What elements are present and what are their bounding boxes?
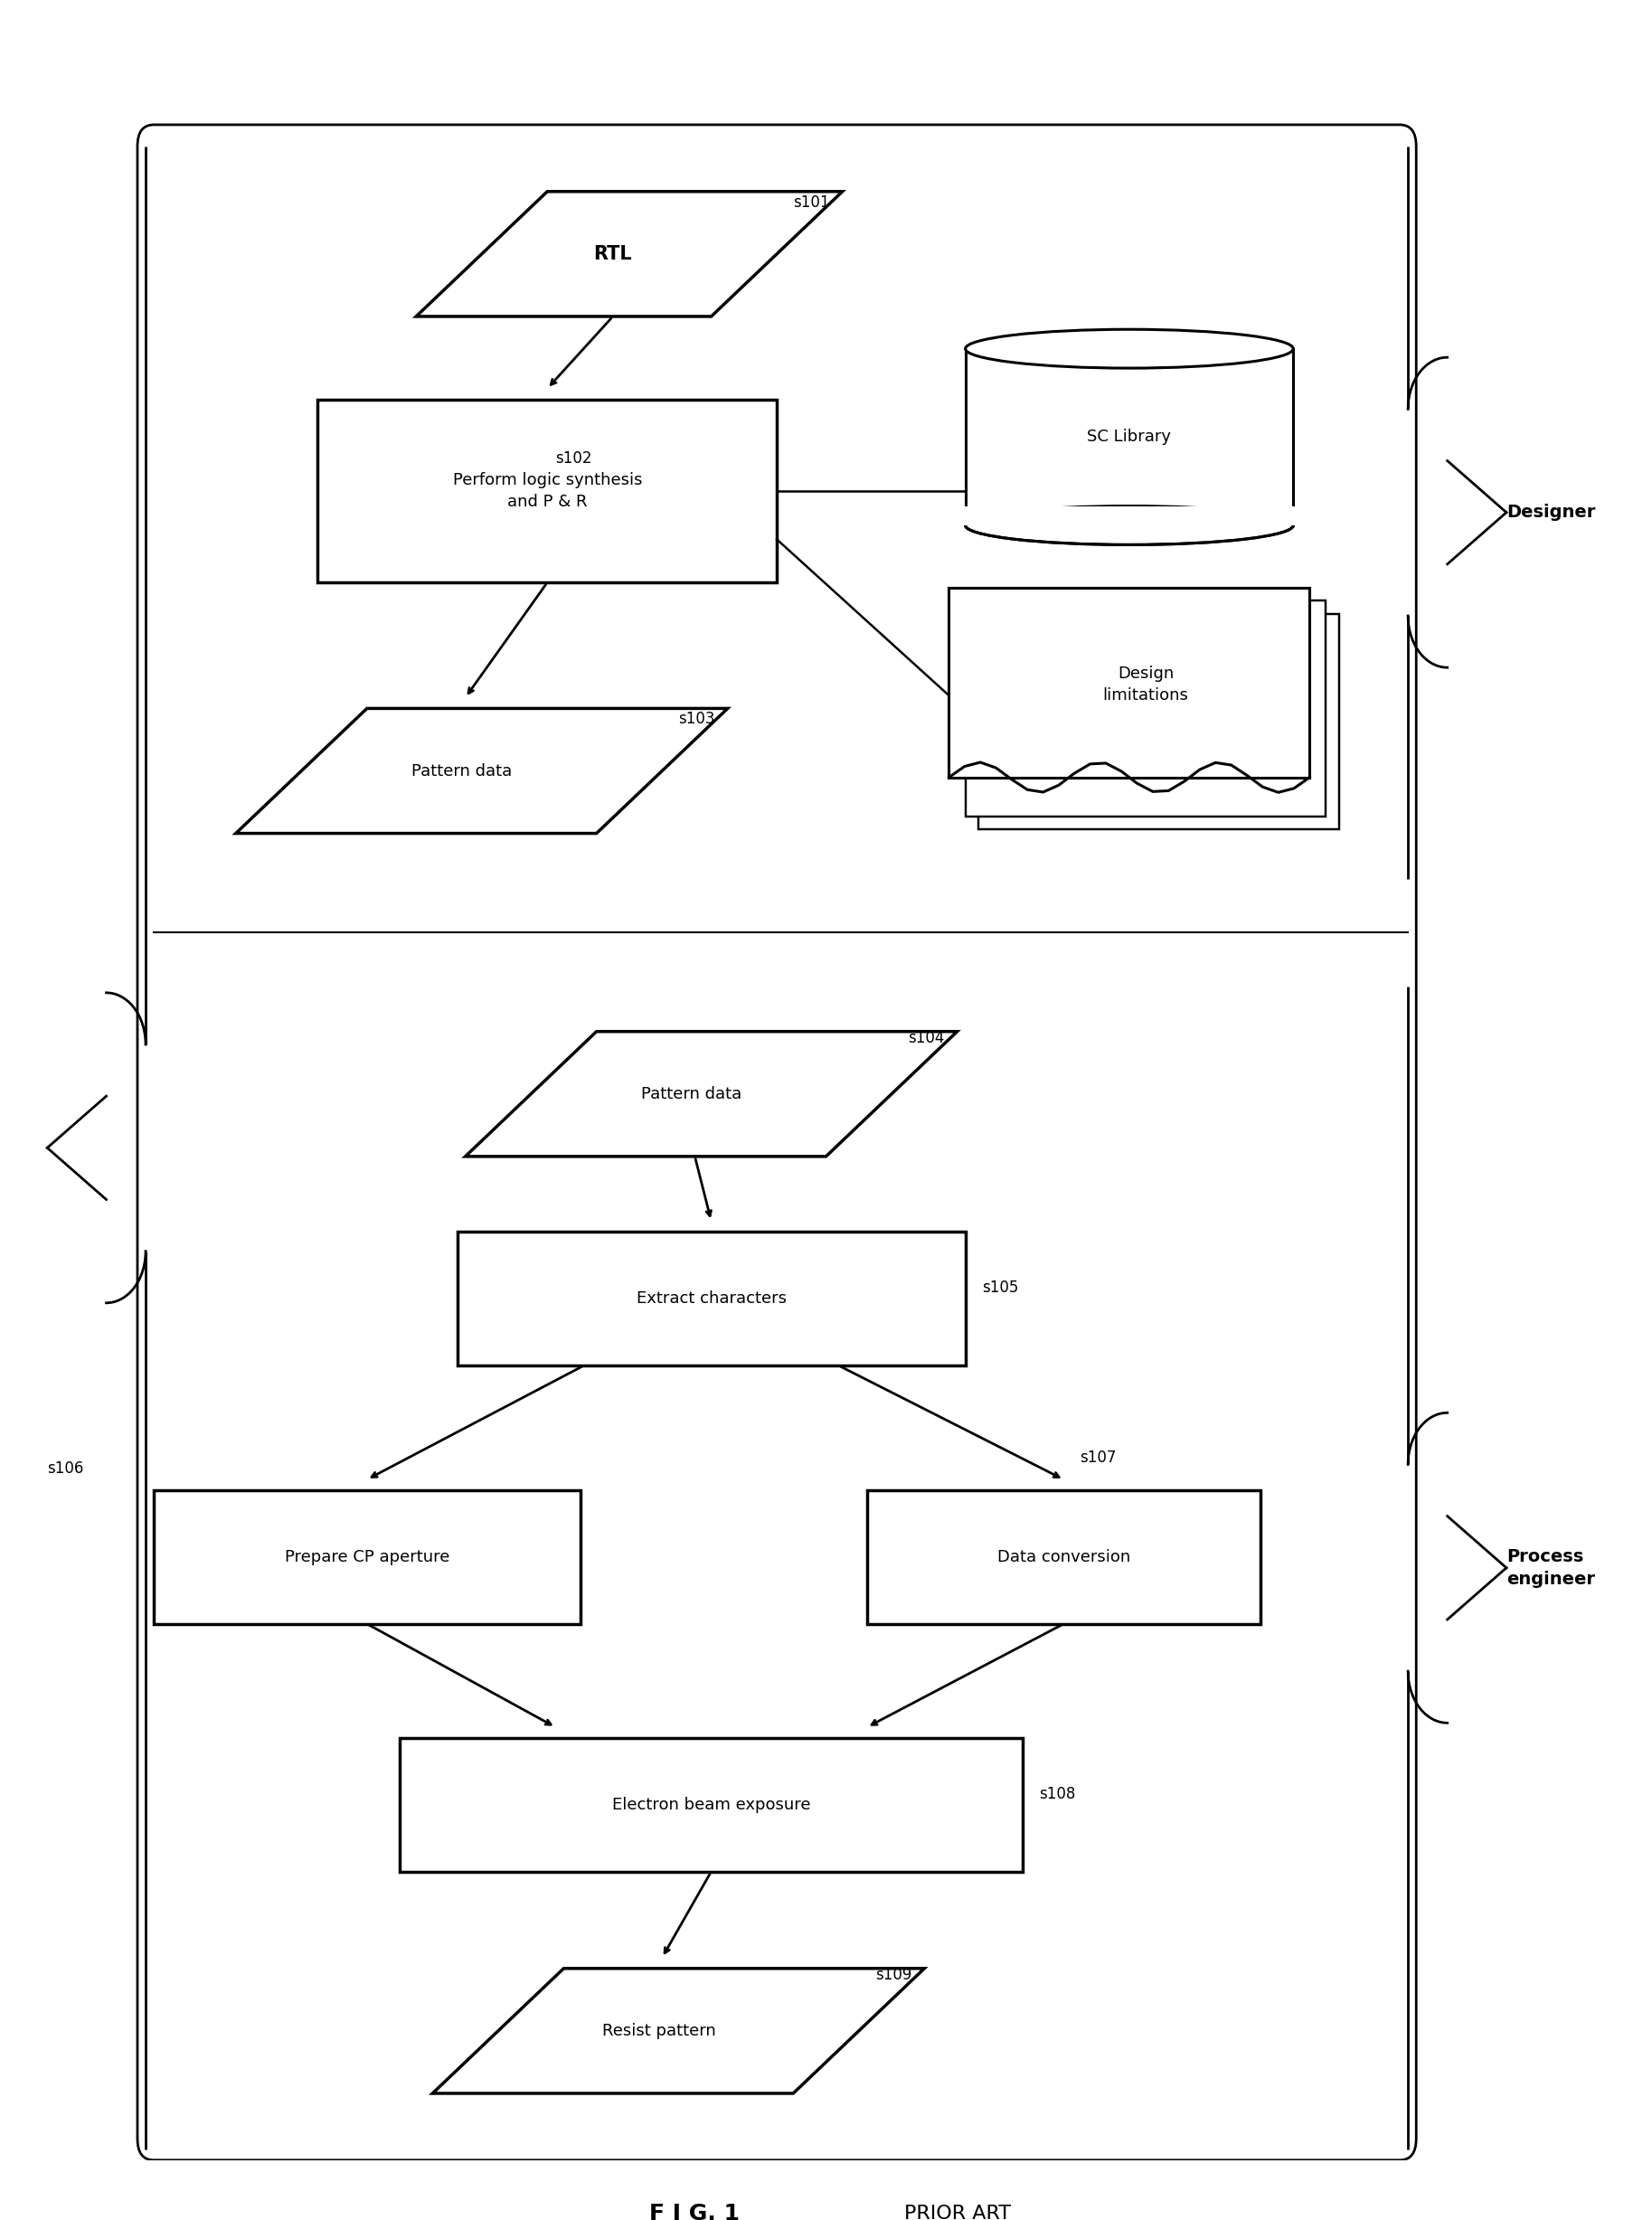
- Text: s104: s104: [909, 1030, 945, 1046]
- Ellipse shape: [965, 329, 1294, 369]
- Bar: [978, 613, 1340, 828]
- Text: s103: s103: [679, 710, 715, 728]
- Text: Designer: Designer: [1507, 504, 1596, 522]
- Text: s108: s108: [1039, 1785, 1075, 1803]
- Text: PRIOR ART: PRIOR ART: [904, 2204, 1011, 2220]
- Text: s102: s102: [555, 451, 591, 466]
- Bar: [400, 1738, 1023, 1871]
- Bar: [458, 1232, 965, 1365]
- Text: Resist pattern: Resist pattern: [601, 2022, 715, 2038]
- Bar: [948, 588, 1310, 777]
- Text: s101: s101: [793, 193, 829, 211]
- Bar: [965, 349, 1294, 526]
- Text: s107: s107: [1080, 1450, 1117, 1465]
- Polygon shape: [466, 1032, 957, 1157]
- Bar: [867, 1490, 1260, 1623]
- Bar: [957, 506, 1302, 526]
- Polygon shape: [433, 1969, 925, 2093]
- Text: RTL: RTL: [593, 244, 633, 262]
- Text: Prepare CP aperture: Prepare CP aperture: [284, 1550, 449, 1565]
- Text: Perform logic synthesis
and P & R: Perform logic synthesis and P & R: [453, 473, 643, 511]
- Text: s109: s109: [876, 1967, 912, 1982]
- Text: s106: s106: [48, 1461, 84, 1476]
- Polygon shape: [416, 191, 843, 317]
- Text: Data conversion: Data conversion: [998, 1550, 1130, 1565]
- Polygon shape: [236, 708, 727, 832]
- Text: Pattern data: Pattern data: [641, 1086, 742, 1101]
- Bar: [154, 1490, 580, 1623]
- Bar: [965, 602, 1327, 817]
- Bar: [317, 400, 776, 582]
- Text: Electron beam exposure: Electron beam exposure: [611, 1796, 811, 1814]
- Text: s105: s105: [981, 1279, 1018, 1296]
- Ellipse shape: [965, 506, 1294, 544]
- Text: SC Library: SC Library: [1087, 428, 1171, 446]
- Text: Process
engineer: Process engineer: [1507, 1547, 1594, 1587]
- Text: Pattern data: Pattern data: [411, 764, 512, 779]
- Text: F I G. 1: F I G. 1: [649, 2202, 740, 2220]
- Text: Design
limitations: Design limitations: [1104, 666, 1188, 704]
- Text: Extract characters: Extract characters: [636, 1290, 786, 1308]
